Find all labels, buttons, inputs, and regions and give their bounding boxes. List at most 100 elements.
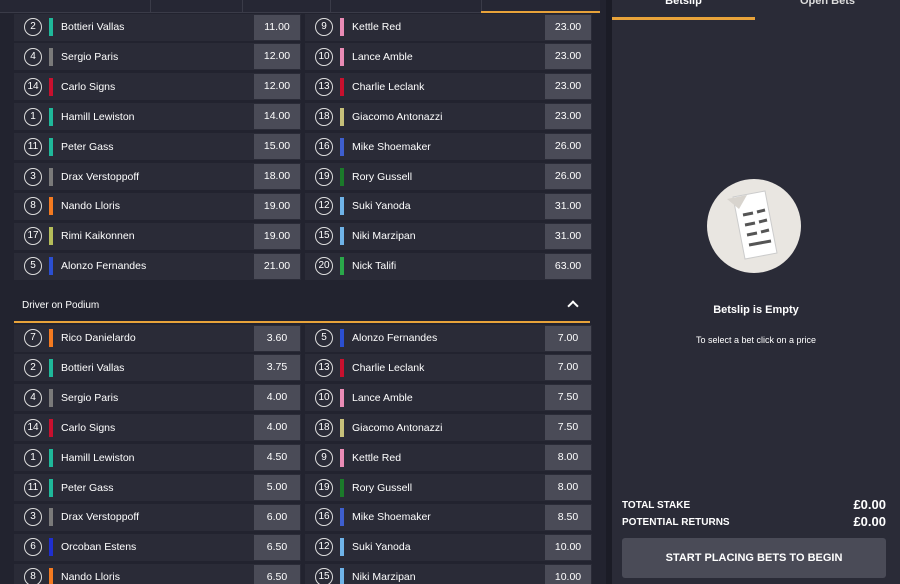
runner-row xyxy=(305,414,592,442)
runner-number: 19 xyxy=(315,478,333,497)
runner-name: Nando Lloris xyxy=(61,571,120,584)
odds-button[interactable]: 6.50 xyxy=(254,564,300,584)
runner-row xyxy=(14,354,301,382)
runner-name: Lance Amble xyxy=(352,50,413,63)
odds-button[interactable]: 4.50 xyxy=(254,445,300,471)
runner-row xyxy=(14,384,301,412)
odds-button[interactable]: 23.00 xyxy=(545,74,591,100)
runner-number: 19 xyxy=(315,167,333,186)
odds-button[interactable]: 7.50 xyxy=(545,415,591,441)
odds-button[interactable]: 4.00 xyxy=(254,415,300,441)
runner-name: Sergio Paris xyxy=(61,50,119,63)
odds-button[interactable]: 7.50 xyxy=(545,385,591,411)
team-color xyxy=(340,137,344,156)
odds-button[interactable]: 10.00 xyxy=(545,534,591,560)
runner-number: 8 xyxy=(24,197,42,216)
runner-row xyxy=(305,503,592,531)
odds-button[interactable]: 11.00 xyxy=(254,14,300,40)
runner-name: Lance Amble xyxy=(352,391,413,404)
team-color xyxy=(340,508,344,527)
tab-divider xyxy=(150,0,151,12)
empty-hint: To select a bet click on a price xyxy=(695,335,817,345)
odds-button[interactable]: 7.00 xyxy=(545,325,591,351)
odds-button[interactable]: 8.50 xyxy=(545,504,591,530)
odds-button[interactable]: 23.00 xyxy=(545,104,591,130)
betslip-tab[interactable]: Betslip xyxy=(665,0,702,7)
odds-button[interactable]: 14.00 xyxy=(254,104,300,130)
team-color xyxy=(340,197,344,216)
odds-button[interactable]: 19.00 xyxy=(254,223,300,249)
runner-number: 13 xyxy=(315,77,333,96)
odds-button[interactable]: 12.00 xyxy=(254,44,300,70)
runner-name: Suki Yanoda xyxy=(352,541,411,554)
odds-button[interactable]: 4.00 xyxy=(254,385,300,411)
runner-row xyxy=(14,324,301,352)
team-color xyxy=(340,167,344,186)
team-color xyxy=(340,329,344,347)
runner-row xyxy=(14,414,301,442)
potential-returns-label: POTENTIAL RETURNS xyxy=(622,517,730,528)
team-color xyxy=(340,478,344,497)
odds-button[interactable]: 6.50 xyxy=(254,534,300,560)
odds-button[interactable]: 3.75 xyxy=(254,355,300,381)
runner-row xyxy=(305,444,592,472)
runner-name: Carlo Signs xyxy=(61,80,116,93)
odds-button[interactable]: 8.00 xyxy=(545,445,591,471)
runner-number: 18 xyxy=(315,418,333,437)
place-bets-button[interactable]: START PLACING BETS TO BEGIN xyxy=(622,538,886,578)
odds-button[interactable]: 23.00 xyxy=(545,14,591,40)
runner-row xyxy=(14,133,301,161)
runner-name: Alonzo Fernandes xyxy=(61,260,147,273)
runner-number: 16 xyxy=(315,137,333,156)
odds-button[interactable]: 31.00 xyxy=(545,193,591,219)
odds-button[interactable]: 31.00 xyxy=(545,223,591,249)
runner-number: 15 xyxy=(315,227,333,246)
runner-number: 7 xyxy=(24,329,42,347)
sport-tabs xyxy=(0,0,600,13)
odds-button[interactable]: 26.00 xyxy=(545,134,591,160)
runner-number: 4 xyxy=(24,388,42,407)
team-color xyxy=(49,388,53,407)
active-tab-underline xyxy=(481,11,600,13)
odds-button[interactable]: 18.00 xyxy=(254,164,300,189)
runner-name: Giacomo Antonazzi xyxy=(352,110,443,123)
odds-button[interactable]: 3.60 xyxy=(254,325,300,351)
odds-button[interactable]: 23.00 xyxy=(545,44,591,70)
betslip-panel: Betslip Open Bets Betslip is Empty To se… xyxy=(612,0,900,584)
runner-row xyxy=(14,43,301,71)
runner-row xyxy=(305,133,592,161)
runner-row xyxy=(14,163,301,190)
runner-row xyxy=(14,533,301,561)
runner-number: 1 xyxy=(24,107,42,126)
runner-number: 14 xyxy=(24,418,42,437)
odds-button[interactable]: 8.00 xyxy=(545,475,591,500)
total-stake: £0.00 xyxy=(853,497,886,512)
odds-button[interactable]: 7.00 xyxy=(545,355,591,381)
odds-button[interactable]: 12.00 xyxy=(254,74,300,100)
runner-name: Drax Verstoppoff xyxy=(61,170,140,183)
runner-row xyxy=(14,563,301,584)
runner-name: Niki Marzipan xyxy=(352,571,416,584)
runner-name: Kettle Red xyxy=(352,451,402,464)
odds-button[interactable]: 5.00 xyxy=(254,475,300,500)
runner-row xyxy=(305,252,592,280)
odds-button[interactable]: 21.00 xyxy=(254,253,300,279)
team-color xyxy=(340,358,344,377)
odds-button[interactable]: 63.00 xyxy=(545,253,591,279)
runner-number: 4 xyxy=(24,47,42,66)
open-bets-tab[interactable]: Open Bets xyxy=(799,0,855,7)
team-color xyxy=(49,227,53,246)
odds-button[interactable]: 15.00 xyxy=(254,134,300,160)
odds-button[interactable]: 19.00 xyxy=(254,193,300,219)
odds-button[interactable]: 26.00 xyxy=(545,164,591,189)
team-color xyxy=(49,18,53,36)
runner-row xyxy=(14,252,301,280)
runner-number: 10 xyxy=(315,388,333,407)
runner-number: 6 xyxy=(24,538,42,557)
team-color xyxy=(49,508,53,527)
odds-button[interactable]: 10.00 xyxy=(545,564,591,584)
odds-button[interactable]: 6.00 xyxy=(254,504,300,530)
runner-name: Suki Yanoda xyxy=(352,200,411,213)
runner-row xyxy=(305,103,592,131)
runner-row xyxy=(305,384,592,412)
